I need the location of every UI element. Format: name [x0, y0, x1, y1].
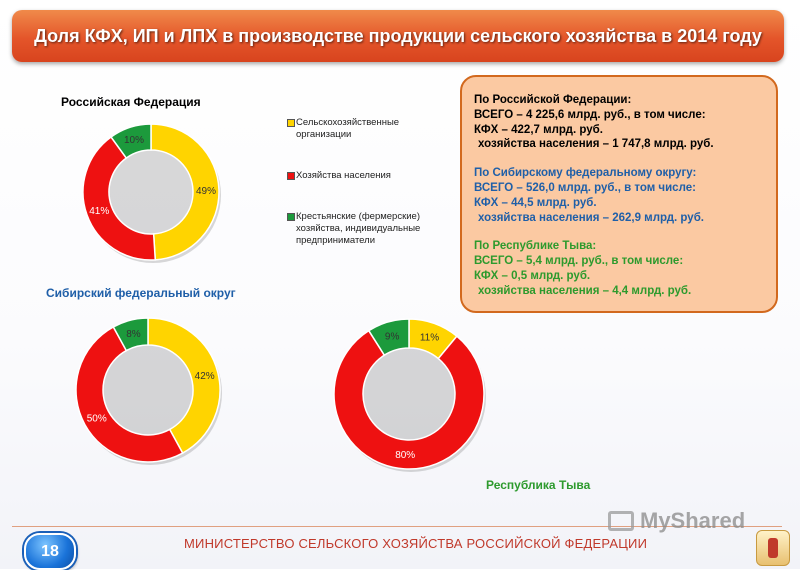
summary-rf-households: хозяйства населения – 1 747,8 млрд. руб.: [478, 138, 714, 151]
donut-label-tuva-0: 11%: [420, 333, 439, 344]
summary-sfo-households: хозяйства населения – 262,9 млрд. руб.: [478, 211, 704, 224]
ministry-name: МИНИСТЕРСТВО СЕЛЬСКОГО ХОЗЯЙСТВА РОССИЙС…: [184, 536, 648, 551]
donut-slice-tuva-2: [367, 318, 410, 357]
donut-chart-rf: 49% 41% 10%: [82, 123, 221, 263]
donut-slice-sfo-2: [112, 317, 149, 352]
chart-title-tuva: Республика Тыва: [486, 478, 591, 492]
summary-tuva-heading: По Республике Тыва:: [474, 240, 597, 253]
donut-chart-tuva: 11% 80% 9%: [333, 318, 486, 472]
summary-box: По Российской Федерации: ВСЕГО – 4 225,6…: [460, 75, 778, 313]
legend-label: Крестьянские (фермерские) хозяйства, инд…: [296, 211, 421, 246]
title-bar: Доля КФХ, ИП и ЛПХ в производстве продук…: [12, 10, 784, 62]
donut-label-sfo-2: 8%: [126, 329, 141, 340]
donut-slice-rf-2: [109, 123, 152, 160]
summary-rf-kfh: КФХ – 422,7 млрд. руб.: [474, 123, 603, 136]
chart-legend: Сельскохозяйственные организации Хозяйст…: [287, 117, 437, 247]
legend-item-households: Хозяйства населения: [287, 170, 437, 182]
summary-tuva-households: хозяйства населения – 4,4 млрд. руб.: [478, 284, 692, 297]
footer-divider: [12, 526, 782, 527]
watermark: MyShared: [608, 508, 745, 534]
donut-label-rf-2: 10%: [124, 135, 144, 146]
donut-chart-sfo: 42% 50% 8%: [75, 317, 222, 465]
legend-label: Сельскохозяйственные организации: [296, 117, 400, 140]
legend-swatch-green: [287, 213, 295, 221]
donut-slice-sfo-0: [147, 317, 221, 455]
summary-sfo-total: ВСЕГО – 526,0 млрд. руб., в том числе:: [474, 181, 696, 194]
summary-sfo-kfh: КФХ – 44,5 млрд. руб.: [474, 196, 597, 209]
legend-swatch-yellow: [287, 119, 295, 127]
donut-label-rf-0: 49%: [196, 186, 216, 197]
summary-sfo-heading: По Сибирскому федеральному округу:: [474, 167, 697, 180]
donut-label-tuva-2: 9%: [385, 331, 400, 342]
donut-slice-rf-1: [82, 135, 157, 261]
summary-tuva-total: ВСЕГО – 5,4 млрд. руб., в том числе:: [474, 255, 684, 268]
page-number-badge: 18: [24, 533, 76, 570]
chart-title-sfo: Сибирский федеральный округ: [46, 286, 236, 300]
donut-label-tuva-1: 80%: [395, 450, 415, 461]
donut-label-rf-1: 41%: [89, 206, 109, 217]
donut-slice-tuva-1: [333, 329, 485, 470]
donut-slice-sfo-1: [75, 325, 184, 463]
summary-tuva-kfh: КФХ – 0,5 млрд. руб.: [474, 269, 591, 282]
summary-rf-total: ВСЕГО – 4 225,6 млрд. руб., в том числе:: [474, 108, 706, 121]
donut-label-sfo-1: 50%: [87, 414, 107, 425]
legend-swatch-red: [287, 172, 295, 180]
summary-tuva: По Республике Тыва: ВСЕГО – 5,4 млрд. ру…: [474, 239, 770, 298]
chart-title-rf: Российская Федерация: [61, 95, 201, 109]
watermark-text: MyShared: [640, 508, 746, 533]
legend-item-agri-orgs: Сельскохозяйственные организации: [287, 117, 437, 141]
presentation-icon: [608, 511, 634, 531]
donut-slice-rf-0: [150, 123, 220, 261]
summary-rf: По Российской Федерации: ВСЕГО – 4 225,6…: [474, 93, 770, 152]
legend-item-farms: Крестьянские (фермерские) хозяйства, инд…: [287, 211, 437, 247]
legend-label: Хозяйства населения: [296, 170, 391, 181]
summary-rf-heading: По Российской Федерации:: [474, 94, 632, 106]
ministry-emblem-icon: [756, 530, 790, 566]
slide-title: Доля КФХ, ИП и ЛПХ в производстве продук…: [34, 25, 762, 46]
donut-label-sfo-0: 42%: [195, 371, 215, 382]
summary-sfo: По Сибирскому федеральному округу: ВСЕГО…: [474, 166, 770, 225]
